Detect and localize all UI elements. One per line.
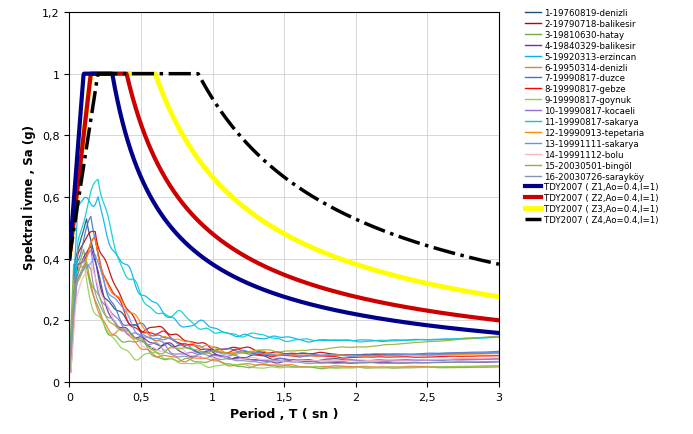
Y-axis label: Spektral İvme , Sa (g): Spektral İvme , Sa (g): [22, 125, 37, 270]
X-axis label: Period , T ( sn ): Period , T ( sn ): [230, 407, 338, 420]
Legend: 1-19760819-denizli, 2-19790718-balikesir, 3-19810630-hatay, 4-19840329-balikesir: 1-19760819-denizli, 2-19790718-balikesir…: [522, 6, 663, 228]
